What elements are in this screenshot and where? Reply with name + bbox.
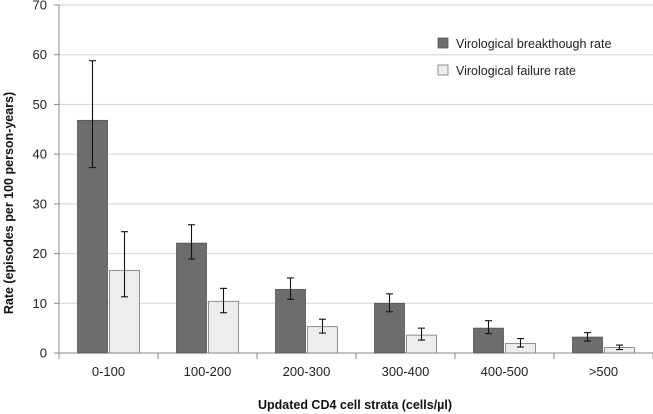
legend-label-breakthrough: Virological breakthough rate (456, 37, 611, 51)
x-tick-label: 300-400 (382, 364, 430, 379)
error-bar-failure (517, 338, 524, 348)
x-tick-label: 100-200 (184, 364, 232, 379)
y-tick-label: 0 (40, 346, 47, 361)
error-bar-breakthrough (188, 224, 195, 260)
legend-swatch-breakthrough (437, 37, 449, 49)
x-tick-label: 400-500 (481, 364, 529, 379)
bar-failure (307, 326, 338, 354)
x-tick-label: 200-300 (283, 364, 331, 379)
y-tick-label: 50 (33, 97, 47, 112)
error-bar-breakthrough (386, 293, 393, 313)
legend-label-failure: Virological failure rate (456, 64, 576, 78)
legend-swatch-failure (437, 64, 449, 76)
x-tick-label: >500 (589, 364, 618, 379)
y-tick-label: 40 (33, 147, 47, 162)
axes (54, 4, 653, 359)
error-bars (89, 60, 623, 351)
gridlines (59, 4, 653, 304)
error-bar-breakthrough (485, 320, 492, 335)
legend: Virological breakthough rate Virological… (437, 37, 611, 78)
error-bar-breakthrough (287, 277, 294, 300)
y-axis-title: Rate (episodes per 100 person-years) (2, 92, 16, 314)
y-tick-label: 10 (33, 296, 47, 311)
error-bar-failure (220, 287, 227, 314)
error-bar-breakthrough (89, 60, 96, 169)
error-bar-breakthrough (584, 332, 591, 342)
error-bar-failure (121, 231, 128, 298)
error-bar-failure (418, 327, 425, 341)
bar-breakthrough (275, 288, 306, 354)
bars (77, 119, 635, 354)
y-tick-label: 30 (33, 196, 47, 211)
error-bar-failure (616, 344, 623, 351)
y-tick-label: 60 (33, 47, 47, 62)
bar-breakthrough (176, 242, 207, 354)
tick-labels: 0 10 20 30 40 50 60 70 0-100 100-200 200-300 300-40… (33, 0, 619, 379)
error-bar-failure (319, 318, 326, 334)
x-tick-label: 0-100 (92, 364, 125, 379)
y-tick-label: 20 (33, 246, 47, 261)
y-tick-label: 70 (33, 0, 47, 13)
x-axis-title: Updated CD4 cell strata (cells/µl) (258, 398, 452, 412)
